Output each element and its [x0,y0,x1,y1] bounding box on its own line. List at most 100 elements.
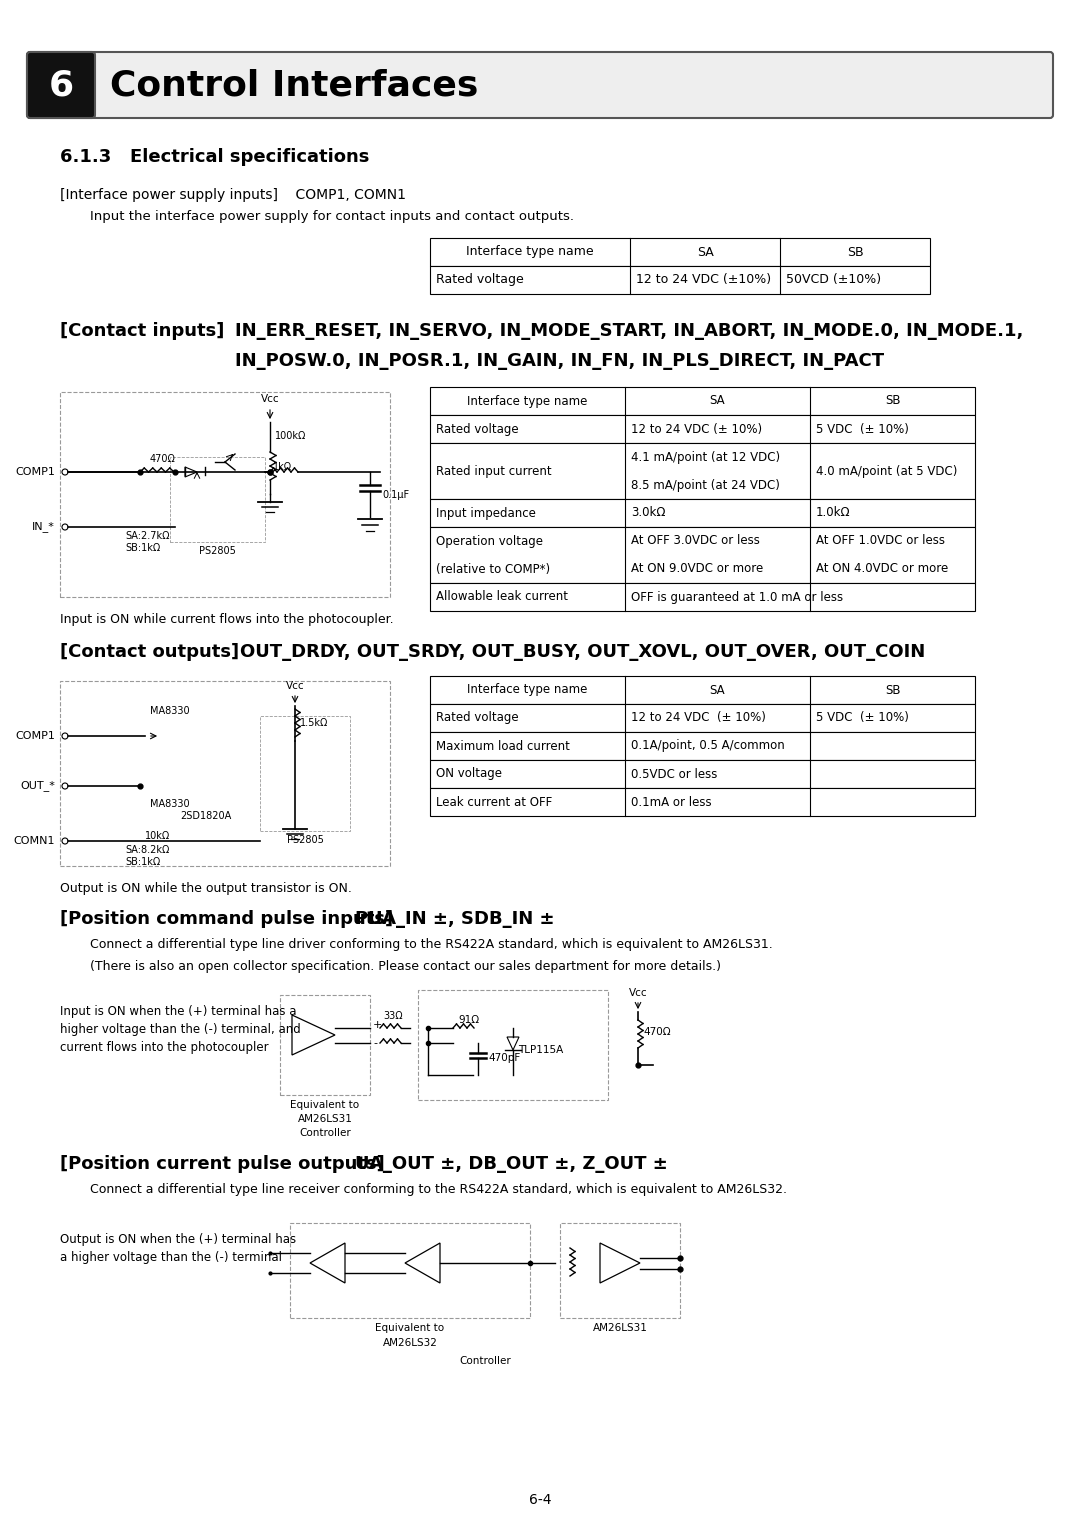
Text: 6-4: 6-4 [529,1493,551,1507]
Bar [60,681,390,866]
Text: Control Interfaces: Control Interfaces [110,69,478,102]
Text: 100kΩ: 100kΩ [275,431,307,442]
Bar [418,990,608,1100]
Text: 8.5 mA/point (at 24 VDC): 8.5 mA/point (at 24 VDC) [631,478,780,492]
Text: Output is ON when the (+) terminal has: Output is ON when the (+) terminal has [60,1233,296,1245]
Text: SB:1kΩ: SB:1kΩ [125,542,160,553]
Text: 0.5VDC or less: 0.5VDC or less [631,767,717,781]
Text: 1.5kΩ: 1.5kΩ [300,718,328,727]
Bar [430,527,975,584]
Text: Controller: Controller [459,1355,511,1366]
Text: Rated voltage: Rated voltage [436,423,518,435]
FancyBboxPatch shape [27,52,1053,118]
Text: SA:8.2kΩ: SA:8.2kΩ [125,845,170,856]
Text: AM26LS31: AM26LS31 [298,1114,352,1125]
Text: Input is ON while current flows into the photocoupler.: Input is ON while current flows into the… [60,613,393,626]
Text: SA: SA [710,394,726,408]
Text: AM26LS31: AM26LS31 [593,1323,647,1332]
FancyBboxPatch shape [27,52,95,118]
Text: Input the interface power supply for contact inputs and contact outputs.: Input the interface power supply for con… [90,209,573,223]
Text: Rated voltage: Rated voltage [436,274,524,287]
Text: 12 to 24 VDC (±10%): 12 to 24 VDC (±10%) [636,274,771,287]
Bar [260,717,350,831]
Bar [60,393,390,597]
Bar [430,788,975,816]
Text: 470Ω: 470Ω [150,454,176,465]
Text: 1kΩ: 1kΩ [273,461,292,472]
Text: SB:1kΩ: SB:1kΩ [125,857,160,866]
Text: 4.1 mA/point (at 12 VDC): 4.1 mA/point (at 12 VDC) [631,451,780,463]
Bar [430,387,975,416]
Text: COMP1: COMP1 [15,730,55,741]
Text: Maximum load current: Maximum load current [436,740,570,752]
Text: Leak current at OFF: Leak current at OFF [436,796,552,808]
Text: COMN1: COMN1 [13,836,55,847]
Text: 3.0kΩ: 3.0kΩ [631,506,665,520]
Text: 6.1.3   Electrical specifications: 6.1.3 Electrical specifications [60,148,369,167]
Text: 12 to 24 VDC  (± 10%): 12 to 24 VDC (± 10%) [631,712,766,724]
Text: a higher voltage than the (-) terminal: a higher voltage than the (-) terminal [60,1251,282,1264]
Text: SB: SB [847,246,863,258]
Text: 5 VDC  (± 10%): 5 VDC (± 10%) [816,423,909,435]
Text: 0.1mA or less: 0.1mA or less [631,796,712,808]
Text: current flows into the photocoupler: current flows into the photocoupler [60,1041,269,1054]
Text: 91Ω: 91Ω [458,1015,480,1025]
Bar [430,704,975,732]
Text: Allowable leak current: Allowable leak current [436,590,568,604]
Text: UA_OUT ±, DB_OUT ±, Z_OUT ±: UA_OUT ±, DB_OUT ±, Z_OUT ± [355,1155,667,1174]
Text: 1.0kΩ: 1.0kΩ [816,506,851,520]
Text: COMP1: COMP1 [15,468,55,477]
Text: ON voltage: ON voltage [436,767,502,781]
Text: (relative to COMP*): (relative to COMP*) [436,562,550,576]
Text: Connect a differential type line receiver conforming to the RS422A standard, whi: Connect a differential type line receive… [90,1183,787,1196]
Text: OUT_*: OUT_* [21,781,55,792]
Text: Equivalent to: Equivalent to [291,1100,360,1109]
Text: SB: SB [885,394,901,408]
Text: SA:2.7kΩ: SA:2.7kΩ [125,532,170,541]
Text: Interface type name: Interface type name [468,683,588,697]
Text: Interface type name: Interface type name [468,394,588,408]
Text: Input is ON when the (+) terminal has a: Input is ON when the (+) terminal has a [60,1005,297,1018]
Bar [430,266,930,293]
Text: 470pF: 470pF [488,1053,521,1063]
Text: AM26LS32: AM26LS32 [382,1339,437,1348]
Text: 50VCD (±10%): 50VCD (±10%) [786,274,881,287]
Text: TLP115A: TLP115A [518,1045,564,1054]
Text: SB: SB [885,683,901,697]
Text: At ON 4.0VDC or more: At ON 4.0VDC or more [816,562,948,576]
Text: 6: 6 [49,69,73,102]
Bar [430,416,975,443]
Bar [291,1222,530,1319]
Text: MA8330: MA8330 [150,706,190,717]
Text: PS2805: PS2805 [286,834,323,845]
Text: 470Ω: 470Ω [643,1027,671,1038]
Text: MA8330: MA8330 [150,799,190,808]
Text: Operation voltage: Operation voltage [436,535,543,547]
Text: [Contact outputs]: [Contact outputs] [60,643,239,662]
Text: Vcc: Vcc [286,681,305,691]
Text: higher voltage than the (-) terminal, and: higher voltage than the (-) terminal, an… [60,1024,300,1036]
Bar [170,457,265,542]
Bar [430,759,975,788]
Text: SA: SA [710,683,726,697]
Text: PS2805: PS2805 [199,545,235,556]
Text: Controller: Controller [299,1128,351,1138]
Text: Rated input current: Rated input current [436,465,552,477]
Text: IN_ERR_RESET, IN_SERVO, IN_MODE_START, IN_ABORT, IN_MODE.0, IN_MODE.1,: IN_ERR_RESET, IN_SERVO, IN_MODE_START, I… [235,322,1024,341]
Text: IN_*: IN_* [32,521,55,532]
Text: [Contact inputs]: [Contact inputs] [60,322,225,341]
Text: 4.0 mA/point (at 5 VDC): 4.0 mA/point (at 5 VDC) [816,465,957,477]
Bar [430,443,975,500]
Text: Connect a differential type line driver conforming to the RS422A standard, which: Connect a differential type line driver … [90,938,773,950]
Bar [430,732,975,759]
Text: 0.1A/point, 0.5 A/common: 0.1A/point, 0.5 A/common [631,740,785,752]
Text: 2SD1820A: 2SD1820A [180,811,231,821]
Text: SA: SA [697,246,714,258]
Bar [280,995,370,1096]
Text: 0.1μF: 0.1μF [382,490,409,500]
Text: [Position current pulse outputs]: [Position current pulse outputs] [60,1155,384,1174]
Text: Output is ON while the output transistor is ON.: Output is ON while the output transistor… [60,882,352,895]
Bar [561,1222,680,1319]
Bar [430,238,930,266]
Text: Input impedance: Input impedance [436,506,536,520]
